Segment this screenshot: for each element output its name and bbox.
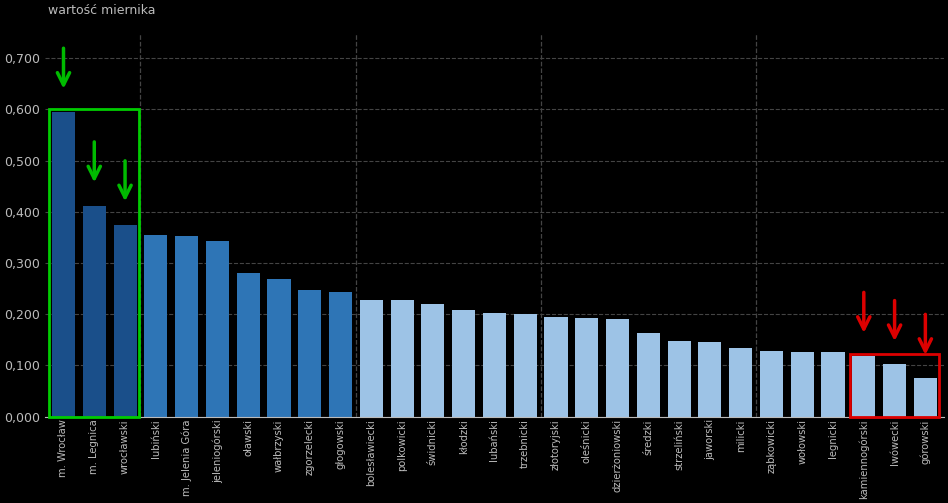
Bar [175,236,198,416]
Bar [849,354,939,416]
Bar [667,341,691,416]
Bar [791,352,813,416]
Bar [452,310,475,416]
Bar [822,352,845,416]
Bar [144,235,168,416]
Bar [606,319,629,416]
Bar [114,225,137,416]
Bar [82,206,106,416]
Bar [237,273,260,416]
Bar [699,343,721,416]
Bar [483,313,506,416]
Bar [267,279,290,416]
Bar [206,241,229,416]
Bar [729,349,752,416]
Bar [421,304,445,416]
Bar [637,333,660,416]
Bar [575,318,598,416]
Bar [883,364,906,416]
Bar [52,112,75,416]
Bar [391,300,413,416]
Bar [329,292,352,416]
Text: wartość miernika: wartość miernika [48,5,155,17]
Bar [514,314,537,416]
Bar [359,300,383,416]
Bar [852,356,875,416]
Bar [914,378,937,416]
Bar [49,110,139,416]
Bar [760,351,783,416]
Bar [544,317,568,416]
Bar [299,290,321,416]
